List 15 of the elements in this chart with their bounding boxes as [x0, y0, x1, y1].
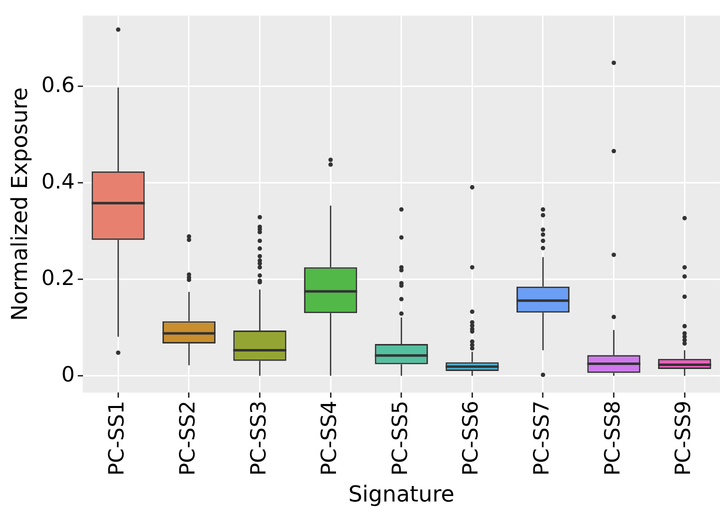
x-tick-label: PC-SS3 — [246, 400, 270, 476]
x-tick-label: PC-SS9 — [671, 400, 696, 476]
x-tick-label: PC-SS5 — [388, 400, 412, 476]
y-tick-label: 0 — [61, 362, 75, 386]
y-tick-label: 0.4 — [41, 169, 75, 194]
x-tick-label: PC-SS6 — [458, 400, 483, 476]
y-tick-label: 0.6 — [41, 72, 75, 97]
x-tick-label: PC-SS2 — [175, 400, 200, 476]
x-axis-title: Signature — [348, 482, 454, 508]
x-tick-label: PC-SS4 — [317, 400, 342, 476]
x-tick-label: PC-SS8 — [600, 400, 624, 476]
y-tick-label: 0.2 — [41, 266, 75, 290]
x-tick-label: PC-SS1 — [104, 400, 129, 476]
y-axis-title: Normalized Exposure — [8, 87, 33, 321]
x-tick-label: PC-SS7 — [529, 400, 554, 476]
